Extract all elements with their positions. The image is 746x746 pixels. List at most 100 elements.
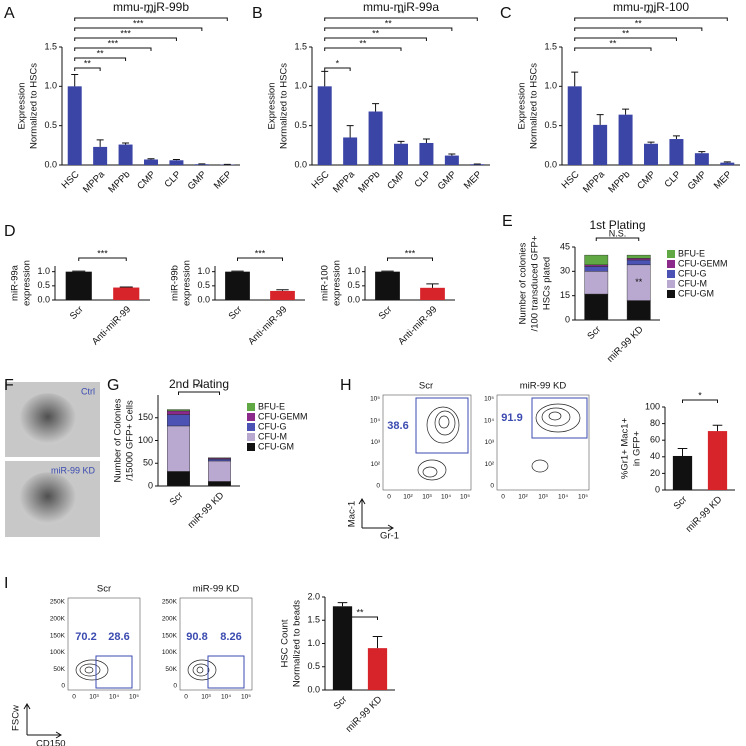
contour (541, 407, 571, 427)
legend-label: CFU-GEMM (258, 411, 308, 421)
significance-label: ** (359, 38, 367, 48)
plot-frame (496, 394, 590, 491)
bar (65, 271, 92, 300)
x-tick-label: Scr (585, 324, 603, 342)
gate-percent: 70.2 (75, 631, 96, 643)
bar (618, 114, 633, 165)
bar-segment (208, 460, 231, 482)
x-tick-label: 10⁴ (441, 494, 451, 501)
error-bar (672, 135, 680, 140)
bar (669, 139, 684, 165)
contour (422, 466, 438, 478)
y-tick-label: 0.0 (294, 159, 307, 169)
significance-label: *** (133, 18, 144, 28)
bar (644, 143, 658, 165)
y-tick-label: 10² (371, 461, 381, 468)
error-bar (372, 636, 383, 649)
x-tick-label: 10⁵ (241, 694, 251, 701)
significance-label: ** (372, 28, 380, 38)
significance-label: ** (635, 277, 643, 287)
x-tick-label: MPPb (356, 169, 382, 195)
bar (368, 111, 383, 165)
significance-label: *** (646, 8, 657, 18)
y-tick-label: 10³ (485, 439, 495, 446)
bar (194, 164, 209, 165)
y-tick-label: 150 (138, 412, 153, 422)
contour (196, 666, 204, 674)
error-bar (122, 142, 130, 145)
contour (79, 663, 101, 677)
y-axis-label: expression (22, 260, 33, 306)
bar (672, 455, 693, 490)
legend-label: CFU-M (258, 431, 287, 441)
x-tick-label: 10³ (201, 694, 211, 701)
y-tick-label: 200K (162, 616, 178, 623)
x-tick-label: 10² (403, 494, 413, 501)
significance-bracket (324, 47, 402, 51)
chart-title: mmu-miR-99b (113, 0, 189, 14)
y-axis-label: miR-100 (320, 265, 331, 301)
y-axis-label: miR-99a (10, 264, 21, 301)
significance-bracket (324, 37, 427, 41)
significance-label: ** (84, 58, 92, 68)
significance-label: * (336, 58, 340, 68)
legend-swatch (667, 290, 675, 298)
legend-swatch (667, 260, 675, 268)
x-tick-label: HSC (310, 169, 332, 191)
y-tick-label: 1.0 (197, 266, 210, 276)
bar (67, 86, 82, 165)
plot-frame (179, 597, 253, 691)
y-tick-label: 10³ (371, 439, 381, 446)
x-tick-label: miR-99 KD (344, 694, 385, 735)
bar-segment (167, 410, 190, 415)
contour (535, 403, 581, 433)
y-axis-label: Normalized to HSCs (29, 63, 40, 149)
x-tick-label: miR-99 KD (186, 490, 227, 531)
x-tick-label: CLP (162, 169, 183, 190)
y-tick-label: 30 (560, 266, 570, 276)
x-tick-label: miR-99 KD (684, 494, 725, 535)
contour (187, 659, 217, 681)
bar (470, 164, 485, 165)
y-axis-label: expression (182, 260, 193, 306)
y-tick-label: 45 (560, 241, 570, 251)
x-tick-label: MEP (462, 169, 484, 191)
significance-label: N.S. (609, 228, 627, 238)
contour (434, 410, 456, 436)
error-bar (276, 289, 289, 291)
y-tick-label: 50K (53, 666, 65, 673)
legend-label: BFU-E (678, 248, 705, 258)
x-tick-label: GMP (186, 169, 209, 192)
y-tick-label: 250K (162, 599, 178, 606)
significance-bracket (595, 237, 640, 241)
x-tick-label: 10⁵ (460, 494, 470, 501)
bar (593, 124, 608, 165)
y-tick-label: 0 (148, 480, 153, 490)
x-tick-label: GMP (686, 169, 709, 192)
y-axis-label: Expression (267, 83, 278, 130)
legend-label: CFU-GEMM (678, 258, 728, 268)
significance-bracket (74, 47, 152, 51)
significance-bracket (324, 17, 478, 21)
panel-letter: E (502, 213, 513, 230)
gate-percent: 91.9 (501, 412, 522, 424)
legend-swatch (667, 280, 675, 288)
bar-segment (584, 266, 609, 272)
error-bar (571, 71, 579, 87)
x-tick-label: CMP (135, 169, 158, 192)
error-bar (448, 153, 456, 156)
legend-swatch (667, 270, 675, 278)
x-tick-label: 0 (387, 494, 391, 501)
x-tick-label: 0 (501, 494, 505, 501)
x-tick-label: 10³ (538, 494, 548, 501)
error-bar (119, 286, 133, 288)
x-tick-label: MPPa (331, 169, 358, 196)
y-tick-label: 80 (650, 418, 660, 428)
y-axis-label: HSC Count (280, 619, 291, 667)
y-tick-label: 0.0 (307, 684, 320, 694)
chart-title: mmu-miR-99a (363, 0, 439, 14)
bar-segment (208, 481, 231, 487)
significance-label: ** (609, 38, 617, 48)
error-bar (677, 448, 688, 456)
x-tick-label: 10⁴ (109, 694, 119, 701)
